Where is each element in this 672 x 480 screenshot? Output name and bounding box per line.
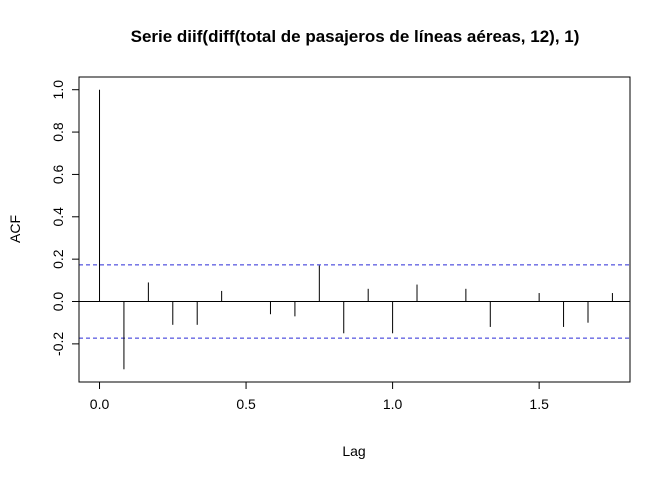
plot-frame [78,76,631,383]
x-tick-label: 0.5 [236,396,256,412]
y-tick-label: 0.0 [50,292,66,312]
x-tick-label: 1.0 [383,396,403,412]
y-tick-label: 0.2 [50,249,66,269]
plot-marks [79,89,630,370]
x-axis: 0.0 0.5 1.0 1.5 [90,381,549,412]
y-tick-label: -0.2 [50,332,66,356]
chart-title: Serie diif(diff(total de pasajeros de lí… [131,27,580,46]
y-tick-label: 0.8 [50,122,66,142]
y-tick-label: 0.6 [50,164,66,184]
x-tick-label: 0.0 [90,396,110,412]
x-axis-label: Lag [342,443,365,459]
y-axis-label: ACF [7,215,23,243]
x-tick-label: 1.5 [529,396,549,412]
y-tick-label: 0.4 [50,207,66,227]
y-axis: -0.2 0.0 0.2 0.4 0.6 0.8 1.0 [50,80,80,356]
y-tick-label: 1.0 [50,80,66,100]
